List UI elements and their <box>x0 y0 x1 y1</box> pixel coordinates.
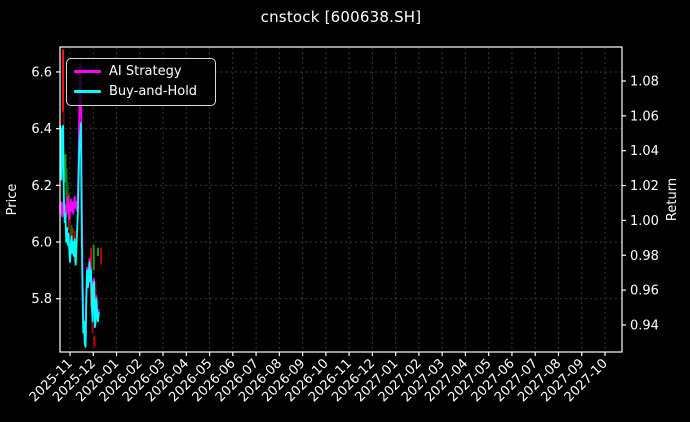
y2-tick-label: 1.02 <box>630 179 659 194</box>
y-tick-label: 6.2 <box>31 179 52 194</box>
legend-item-buy-and-hold: Buy-and-Hold <box>74 84 206 99</box>
buy-and-hold-line-swatch <box>74 90 101 93</box>
y2-tick-label: 1.08 <box>630 74 659 89</box>
y2-tick-label: 1.06 <box>630 109 659 124</box>
y-tick-label: 5.8 <box>31 292 52 307</box>
legend-label-ai-strategy: AI Strategy <box>109 64 182 79</box>
y-axis-label: Price <box>5 184 20 216</box>
legend-label-buy-and-hold: Buy-and-Hold <box>109 84 198 99</box>
y2-tick-label: 1.00 <box>630 214 659 229</box>
y-tick-label: 6.4 <box>31 122 52 137</box>
legend-item-ai-strategy: AI Strategy <box>74 64 206 79</box>
legend: AI Strategy Buy-and-Hold <box>66 58 216 106</box>
chart-title: cnstock [600638.SH] <box>260 8 422 26</box>
y2-tick-label: 1.04 <box>630 144 659 159</box>
y-tick-label: 6.0 <box>31 236 52 251</box>
y2-axis-label: Return <box>665 178 680 221</box>
plot-border <box>59 46 623 353</box>
y2-tick-label: 0.96 <box>630 284 659 299</box>
y2-tick-label: 0.94 <box>630 318 659 333</box>
ai-strategy-line-swatch <box>74 70 101 73</box>
buy-and-hold-line <box>59 122 100 348</box>
y-tick-label: 6.6 <box>31 65 52 80</box>
y2-tick-label: 0.98 <box>630 249 659 264</box>
